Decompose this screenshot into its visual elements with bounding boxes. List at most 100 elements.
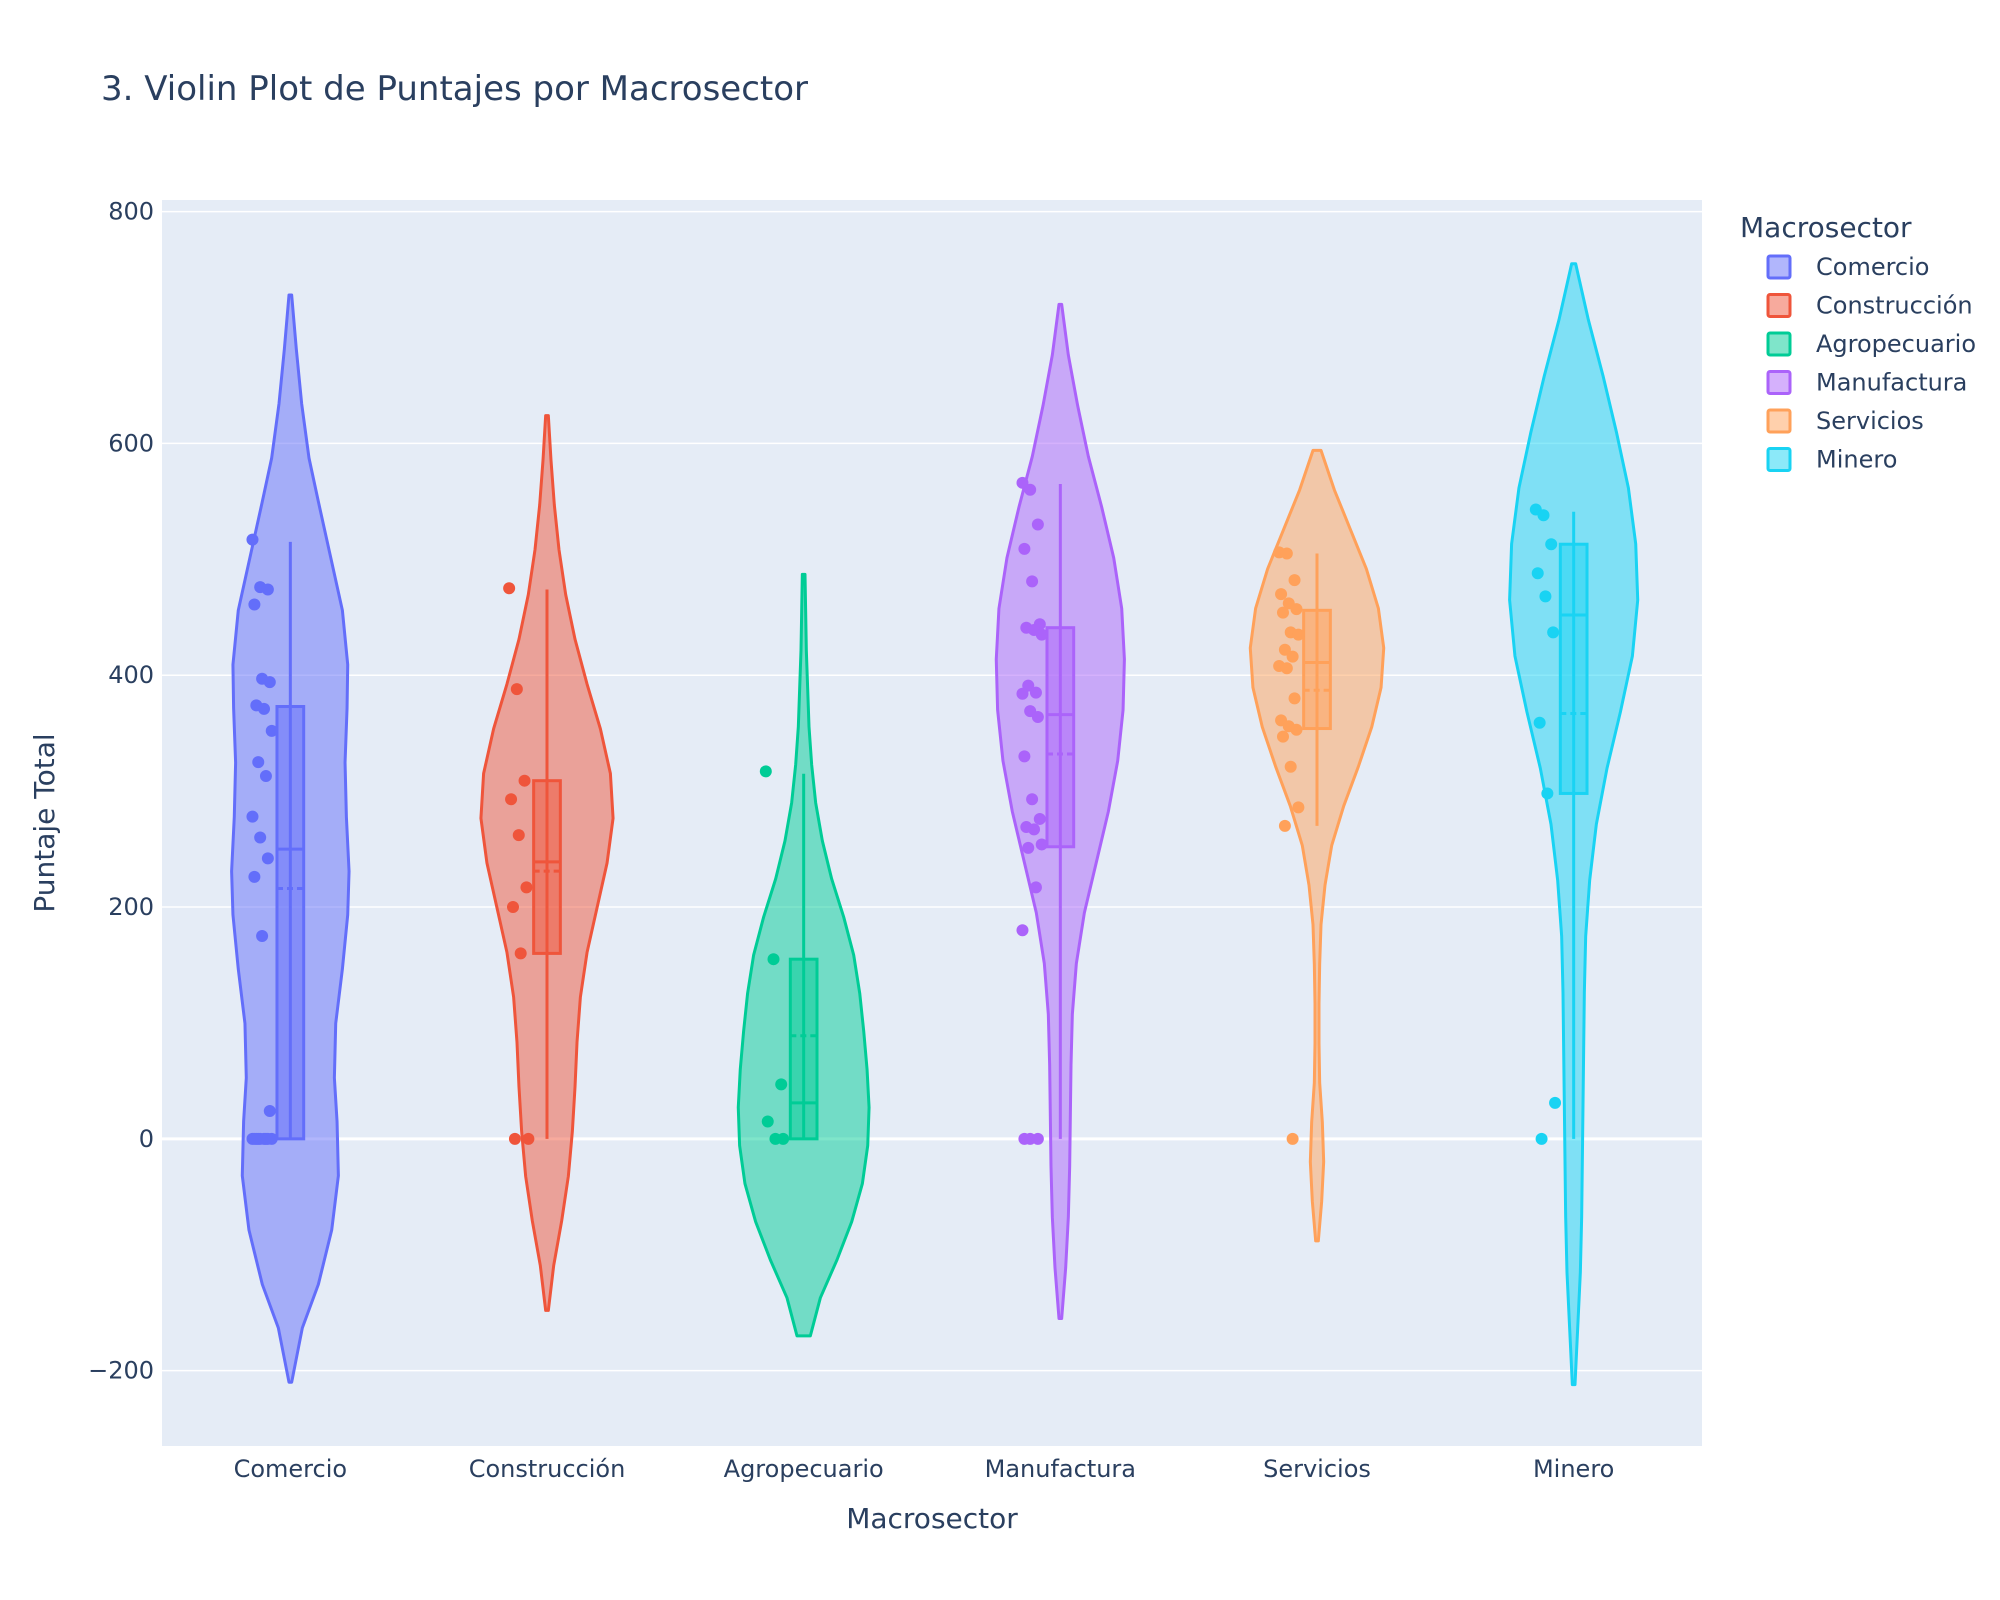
data-point [1024,483,1037,496]
legend-item-construcción[interactable]: Construcción [1766,292,1973,320]
data-point [1539,590,1552,603]
data-point [252,756,265,769]
data-point [1022,841,1035,854]
data-point [1029,881,1042,894]
data-point [1026,793,1039,806]
legend-swatch [1766,254,1792,280]
y-tick-label: 800 [108,198,154,226]
data-point [1286,650,1299,663]
y-tick-label: 200 [108,893,154,921]
violin-comercio [230,293,351,1384]
legend-item-manufactura[interactable]: Manufactura [1766,369,1967,397]
data-point [520,881,533,894]
data-point [1549,1096,1562,1109]
data-point [503,582,516,595]
data-point [248,598,261,611]
x-tick-label: Agropecuario [724,1455,884,1483]
data-point [1280,662,1293,675]
data-point [1290,603,1303,616]
grid-lines [162,210,1702,1372]
data-point [1533,716,1546,729]
data-point [1016,476,1029,489]
box-iqr [275,705,306,1141]
violin-minero [1508,262,1640,1387]
data-point [259,770,272,783]
legend-label: Servicios [1816,407,1924,435]
data-point [1018,542,1031,555]
x-tick-label: Minero [1533,1455,1614,1483]
data-point [1531,567,1544,580]
data-point [777,1132,790,1145]
legend-swatch [1766,447,1792,472]
data-point [1288,692,1301,705]
y-tick-label: −200 [88,1357,154,1385]
data-point [518,774,531,787]
data-point [775,1078,788,1091]
legend-swatch [1766,370,1792,395]
data-point [506,901,519,914]
data-point [1278,643,1291,656]
x-axis-ticks: Comercio Construcción Agropecuario Manufact… [234,1455,1615,1483]
data-point [1031,1132,1044,1145]
data-point [246,810,259,823]
legend-label: Minero [1816,446,1897,474]
x-axis-title: Macrosector [846,1502,1018,1535]
legend-label: Construcción [1816,292,1973,320]
data-point [256,930,269,943]
data-point [265,724,278,737]
legend-item-comercio[interactable]: Comercio [1766,253,1929,281]
data-point [1018,1132,1031,1145]
data-point [1028,823,1041,836]
data-point [1035,628,1048,641]
x-tick-label: Manufactura [985,1455,1136,1483]
data-point [1276,730,1289,743]
plot-area [162,200,1702,1446]
data-point [510,683,523,696]
y-axis-title: Puntaje Total [28,733,61,912]
data-point [261,583,274,596]
data-point [1545,538,1558,551]
data-point [1035,838,1048,851]
violin-agropecuario [736,572,871,1338]
data-point [263,1105,276,1118]
data-point [1026,575,1039,588]
data-point [261,1132,274,1145]
data-point [246,533,259,546]
data-point [1541,787,1554,800]
box-iqr [1302,608,1332,731]
data-point [508,1132,521,1145]
data-point [759,765,772,778]
legend[interactable]: Comercio Construcción Agropecuario Manufact… [1766,253,1976,474]
data-point [1276,606,1289,619]
legend-item-agropecuario[interactable]: Agropecuario [1766,330,1976,358]
data-point [1016,924,1029,937]
legend-swatch [1766,293,1792,318]
y-tick-label: 0 [139,1125,154,1153]
data-point [263,676,276,689]
data-point [761,1115,774,1128]
box-iqr [788,957,819,1141]
legend-item-servicios[interactable]: Servicios [1766,407,1924,435]
data-point [1547,626,1560,639]
data-point [1033,812,1046,825]
data-point [1275,588,1288,601]
data-point [1290,723,1303,736]
data-point [512,829,525,842]
x-tick-label: Servicios [1263,1455,1371,1483]
legend-label: Agropecuario [1816,330,1976,358]
legend-item-minero[interactable]: Minero [1766,446,1897,474]
data-point [1018,750,1031,763]
data-point [1278,819,1291,832]
y-axis-ticks: −200 0 200 400 600 800 [88,198,154,1385]
data-point [1031,710,1044,723]
data-point [248,1132,261,1145]
data-point [261,852,274,865]
data-point [505,793,518,806]
data-point [767,953,780,966]
data-point [1292,801,1305,814]
data-point [1031,518,1044,531]
legend-swatch [1766,331,1792,357]
data-point [522,1132,535,1145]
data-point [248,870,261,883]
